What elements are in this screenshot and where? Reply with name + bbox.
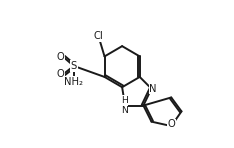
Text: H
N: H N [121, 96, 128, 115]
Text: O: O [167, 119, 175, 129]
Text: O: O [57, 69, 65, 79]
Text: S: S [71, 61, 77, 71]
Text: Cl: Cl [93, 31, 103, 41]
Text: N: N [150, 84, 157, 94]
Text: O: O [57, 52, 65, 62]
Text: NH₂: NH₂ [63, 77, 83, 87]
